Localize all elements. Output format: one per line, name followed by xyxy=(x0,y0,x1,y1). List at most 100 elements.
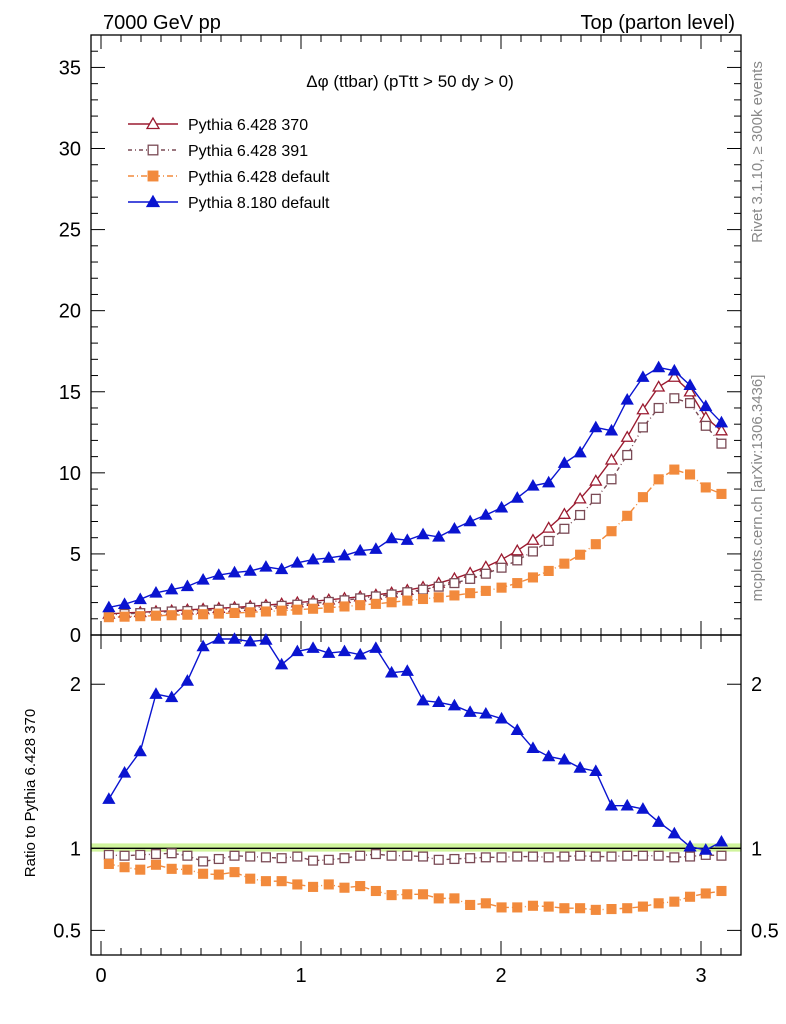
data-point-marker xyxy=(526,533,540,545)
data-point-marker xyxy=(433,592,444,603)
data-point-marker xyxy=(557,507,572,519)
data-point-marker xyxy=(699,410,713,423)
data-point-marker xyxy=(229,867,240,878)
data-point-marker xyxy=(465,853,476,864)
data-point-marker xyxy=(416,527,430,540)
data-point-marker xyxy=(145,116,161,130)
data-point-marker xyxy=(559,903,570,914)
data-point-marker xyxy=(606,851,617,862)
data-point-marker xyxy=(542,475,556,488)
data-point-marker xyxy=(260,852,271,863)
data-point-marker xyxy=(353,647,367,660)
data-point-marker xyxy=(590,539,601,550)
series-line xyxy=(108,397,722,616)
data-point-marker xyxy=(227,565,242,578)
data-point-marker xyxy=(308,855,319,866)
data-point-marker xyxy=(229,850,240,861)
data-point-marker xyxy=(447,521,462,534)
data-point-marker xyxy=(370,598,381,609)
data-point-marker xyxy=(527,546,539,557)
series-line xyxy=(108,366,722,609)
y-tick-label: 15 xyxy=(59,382,81,404)
data-point-marker xyxy=(622,903,633,914)
data-point-marker xyxy=(339,601,350,612)
data-point-marker xyxy=(573,491,587,504)
data-point-marker xyxy=(117,766,132,778)
data-point-marker xyxy=(512,902,523,913)
y-tick-label: 25 xyxy=(59,220,81,242)
data-point-marker xyxy=(480,852,491,863)
data-point-marker xyxy=(636,402,650,415)
data-point-marker xyxy=(243,564,257,576)
data-point-marker xyxy=(590,493,601,504)
data-point-marker xyxy=(323,854,334,865)
data-point-marker xyxy=(667,363,681,376)
data-point-marker xyxy=(496,902,507,913)
data-point-marker xyxy=(496,562,507,573)
data-point-marker xyxy=(243,634,257,647)
data-point-marker xyxy=(589,474,603,486)
data-point-marker xyxy=(653,898,664,909)
data-point-marker xyxy=(182,864,193,875)
data-point-marker xyxy=(573,761,587,773)
data-point-marker xyxy=(575,850,586,861)
data-point-marker xyxy=(292,879,303,890)
data-point-marker xyxy=(133,744,147,757)
data-point-marker xyxy=(637,901,648,912)
data-point-marker xyxy=(135,611,146,622)
x-tick-label: 3 xyxy=(695,965,706,987)
data-point-marker xyxy=(683,384,697,397)
data-point-marker xyxy=(260,876,271,887)
data-point-marker xyxy=(652,360,666,373)
y-tick-label: 0 xyxy=(70,625,81,647)
data-point-marker xyxy=(620,798,634,811)
data-point-marker xyxy=(465,899,476,910)
data-point-marker xyxy=(684,469,696,480)
data-point-marker xyxy=(245,873,256,884)
data-point-marker xyxy=(542,521,556,533)
data-point-marker xyxy=(669,464,680,475)
data-point-marker xyxy=(386,890,397,901)
data-point-marker xyxy=(653,850,664,861)
data-point-marker xyxy=(620,430,634,442)
data-point-marker xyxy=(479,706,493,719)
data-point-marker xyxy=(355,600,366,611)
main-panel: 0 5 10 15 20 25 30 35 xyxy=(59,34,742,647)
x-tick-label: 1 xyxy=(295,965,306,987)
data-point-marker xyxy=(449,893,460,904)
data-point-marker xyxy=(432,695,446,708)
data-point-marker xyxy=(527,851,539,862)
data-point-marker xyxy=(620,393,634,405)
data-point-marker xyxy=(714,423,729,436)
data-point-marker xyxy=(622,449,633,461)
data-point-marker xyxy=(465,573,476,584)
data-point-marker xyxy=(512,578,523,589)
data-point-marker xyxy=(652,815,666,827)
data-point-marker xyxy=(557,456,572,468)
legend-label: Pythia 6.428 default xyxy=(188,169,330,186)
data-point-marker xyxy=(526,479,540,491)
data-point-marker xyxy=(494,552,509,565)
data-point-marker xyxy=(260,606,271,617)
legend-label: Pythia 8.180 default xyxy=(188,195,330,212)
data-point-marker xyxy=(512,851,523,862)
data-point-marker xyxy=(543,852,554,863)
header-left: 7000 GeV pp xyxy=(103,12,221,34)
data-point-marker xyxy=(510,723,524,735)
data-point-marker xyxy=(322,646,336,658)
data-point-marker xyxy=(339,853,350,864)
data-point-marker xyxy=(606,526,617,537)
data-point-marker xyxy=(716,885,727,897)
data-point-marker xyxy=(292,604,303,615)
data-point-marker xyxy=(433,893,444,904)
data-point-marker xyxy=(402,850,413,861)
data-point-marker xyxy=(166,610,177,621)
data-point-marker xyxy=(400,664,414,676)
data-point-marker xyxy=(637,492,648,503)
plot-frame xyxy=(90,634,742,956)
data-point-marker xyxy=(135,849,146,860)
data-point-marker xyxy=(527,900,539,911)
data-point-marker xyxy=(292,851,303,862)
data-point-marker xyxy=(402,889,413,900)
